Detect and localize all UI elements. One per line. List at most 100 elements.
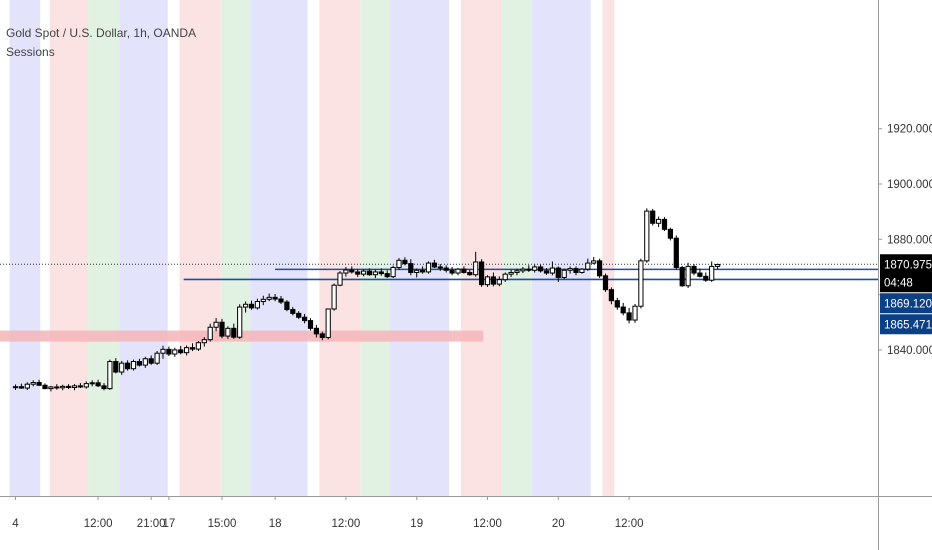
price-label-bg	[880, 314, 932, 335]
candle	[107, 359, 113, 390]
candle	[225, 326, 231, 339]
candle-body-up	[638, 260, 644, 307]
candle	[307, 318, 314, 331]
candle	[66, 384, 72, 390]
candle-body-up	[160, 348, 166, 354]
candle-body-down	[538, 266, 544, 272]
candle	[172, 347, 178, 357]
indicator-name[interactable]: Sessions	[6, 45, 55, 59]
y-tick-label: 1840.000	[887, 345, 932, 357]
candle-body-down	[219, 321, 225, 337]
candle-body-down	[307, 320, 314, 329]
candle-body-down	[101, 385, 107, 390]
candle-body-down	[449, 269, 455, 274]
candle-body-down	[378, 271, 384, 275]
candle	[573, 266, 579, 276]
x-tick-label: 4	[12, 518, 19, 530]
candle	[420, 266, 426, 274]
candle-body-up	[48, 386, 54, 390]
candle	[638, 258, 644, 309]
candle-body-up	[591, 260, 597, 264]
candle-body-down	[355, 271, 361, 275]
candle-body-up	[561, 269, 567, 278]
candle	[95, 379, 101, 387]
y-tick-label: 1900.000	[887, 179, 932, 191]
candle	[508, 269, 514, 277]
candle-body-down	[602, 275, 609, 291]
y-tick-label: 1920.000	[887, 124, 932, 136]
candle-body-up	[60, 385, 66, 389]
candle	[213, 318, 219, 332]
candle	[60, 384, 66, 391]
candle	[12, 384, 19, 390]
session-band-blue	[9, 0, 41, 496]
candle-body-down	[18, 386, 24, 389]
candle	[661, 217, 668, 232]
candle	[302, 313, 308, 324]
price-label-text: 1865.471	[884, 319, 932, 331]
candle	[673, 235, 679, 270]
candle-body-up	[337, 272, 343, 286]
price-label: 1865.471	[880, 314, 932, 335]
candle-body-up	[154, 352, 160, 364]
candle-body-down	[54, 386, 60, 389]
candle	[455, 268, 461, 276]
session-band-blue	[119, 0, 168, 496]
candle	[113, 358, 119, 374]
candle-body-up	[266, 296, 272, 300]
candle	[184, 345, 190, 356]
candle	[71, 384, 78, 391]
candle	[567, 266, 573, 274]
y-tick-label: 1880.000	[887, 234, 932, 246]
candle	[36, 379, 42, 386]
candle-body-up	[225, 327, 231, 337]
candle	[591, 256, 597, 265]
candle	[189, 343, 196, 352]
candle	[691, 264, 697, 276]
candle	[83, 381, 89, 389]
candle-body-up	[715, 263, 721, 267]
candle-body-down	[290, 309, 296, 314]
candle-body-up	[390, 267, 396, 278]
candle-body-down	[349, 269, 355, 273]
price-labels: 1870.975 04:48 1869.120 1865.471	[880, 254, 932, 335]
candle	[490, 272, 496, 287]
candle	[543, 268, 550, 275]
candle	[496, 276, 502, 287]
candle	[656, 216, 662, 228]
price-label: 1870.975 04:48	[880, 254, 932, 293]
candle-body-down	[620, 306, 626, 314]
candle-body-up	[195, 342, 202, 350]
x-tick-label: 18	[269, 518, 282, 530]
candle	[160, 345, 166, 359]
candle-body-down	[125, 362, 131, 370]
candle-body-down	[178, 349, 184, 354]
candle-body-down	[614, 300, 620, 308]
candle-body-down	[691, 265, 697, 274]
candle-body-up	[520, 268, 526, 272]
candle	[237, 304, 243, 339]
candle-body-down	[77, 385, 84, 388]
candle-body-down	[573, 268, 579, 273]
candle	[231, 323, 237, 339]
candle-body-down	[302, 316, 308, 322]
candle-body-up	[207, 326, 213, 341]
price-label: 1869.120	[880, 293, 932, 314]
candle-body-up	[254, 301, 261, 309]
candle-body-down	[408, 263, 414, 273]
candle-body-up	[514, 270, 520, 273]
candle	[42, 383, 48, 390]
candle-body-down	[113, 361, 119, 373]
candle-body-up	[184, 347, 190, 354]
x-tick-label: 15:00	[208, 518, 237, 530]
candle-body-up	[89, 382, 95, 385]
candle-body-up	[685, 265, 691, 287]
candle	[597, 258, 603, 279]
candle-body-down	[42, 384, 48, 390]
x-tick-label: 17	[163, 518, 176, 530]
candle-body-up	[343, 269, 349, 274]
x-tick-label: 20	[552, 518, 565, 530]
